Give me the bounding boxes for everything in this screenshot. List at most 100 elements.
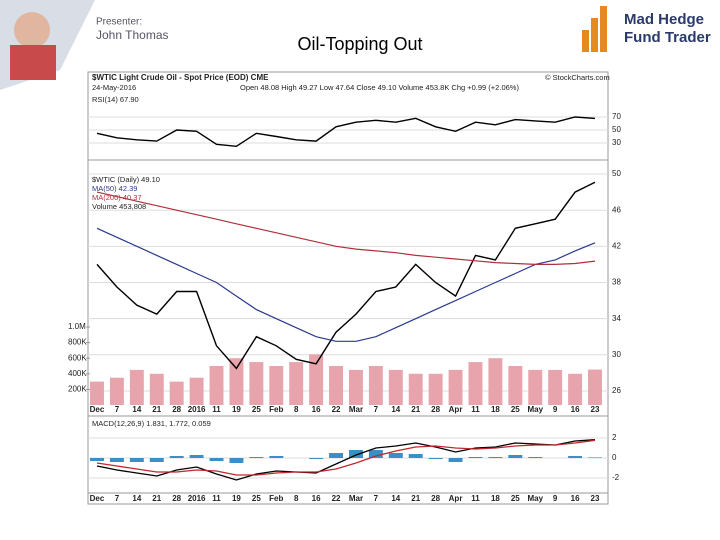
y-tick-label: 50 xyxy=(612,169,621,178)
x-tick-label: 2016 xyxy=(188,494,206,503)
x-tick-label: 14 xyxy=(132,494,141,503)
chart-date: 24-May-2016 xyxy=(92,83,136,92)
logo-bar xyxy=(582,30,589,52)
volume-bar xyxy=(229,358,244,405)
y-tick-label: 30 xyxy=(612,350,621,359)
presenter-photo xyxy=(14,12,50,48)
y2-tick-label: 200K xyxy=(68,385,87,394)
x-tick-label: 11 xyxy=(212,494,221,503)
x-tick-label: 7 xyxy=(374,494,379,503)
histogram-bar xyxy=(169,456,184,458)
volume-bar xyxy=(368,366,383,405)
y2-tick-label: 600K xyxy=(68,353,87,362)
volume-bar xyxy=(388,369,403,405)
histogram-bar xyxy=(408,454,423,458)
x-tick-label: Mar xyxy=(349,494,363,503)
x-tick-label: 19 xyxy=(232,494,241,503)
histogram-bar xyxy=(249,457,264,458)
x-tick-label: 8 xyxy=(294,405,299,414)
x-tick-label: 11 xyxy=(471,494,480,503)
volume-bar xyxy=(428,373,443,405)
volume-bar xyxy=(488,358,503,405)
x-tick-label: Dec xyxy=(90,405,105,414)
histogram-bar xyxy=(488,457,503,458)
y-tick-label: 26 xyxy=(612,386,621,395)
x-tick-label: May xyxy=(527,405,543,414)
chart-source: © StockCharts.com xyxy=(545,73,610,82)
x-tick-label: 28 xyxy=(431,494,440,503)
x-tick-label: Apr xyxy=(449,405,463,414)
ma200-label: MA(200) 40.37 xyxy=(92,193,142,202)
volume-bar xyxy=(329,366,344,405)
x-tick-label: Dec xyxy=(90,494,105,503)
x-tick-label: 21 xyxy=(152,405,161,414)
x-tick-label: 25 xyxy=(252,494,261,503)
histogram-bar xyxy=(568,456,583,458)
x-tick-label: 11 xyxy=(212,405,221,414)
y2-tick-label: 400K xyxy=(68,369,87,378)
presenter-label: Presenter: xyxy=(96,17,142,28)
x-tick-label: 8 xyxy=(294,494,299,503)
x-tick-label: 25 xyxy=(252,405,261,414)
x-tick-label: 21 xyxy=(411,494,420,503)
histogram-bar xyxy=(309,458,324,459)
histogram-bar xyxy=(149,458,164,462)
volume-bar xyxy=(90,381,104,405)
chart-quote: Open 48.08 High 49.27 Low 47.64 Close 49… xyxy=(240,83,519,92)
volume-bar xyxy=(269,366,284,405)
x-tick-label: 18 xyxy=(491,405,500,414)
price-label: $WTIC (Daily) 49.10 xyxy=(92,175,160,184)
series-line xyxy=(96,227,596,342)
y2-tick-label: 800K xyxy=(68,338,87,347)
logo-text: Fund Trader xyxy=(624,29,711,46)
x-tick-label: 28 xyxy=(172,494,181,503)
logo-bar xyxy=(591,18,598,52)
logo-text: Mad Hedge xyxy=(624,11,704,28)
volume-bar xyxy=(468,362,483,405)
y-tick-label: 34 xyxy=(612,314,621,323)
x-tick-label: 7 xyxy=(115,494,120,503)
histogram-bar xyxy=(528,457,543,458)
x-tick-label: Feb xyxy=(269,405,283,414)
histogram-bar xyxy=(209,458,224,461)
histogram-bar xyxy=(588,457,602,458)
x-tick-label: 28 xyxy=(172,405,181,414)
x-tick-label: 22 xyxy=(332,494,341,503)
x-tick-label: May xyxy=(527,494,543,503)
x-tick-label: 14 xyxy=(391,405,400,414)
histogram-bar xyxy=(229,458,244,463)
x-tick-label: 7 xyxy=(374,405,379,414)
x-tick-label: Mar xyxy=(349,405,363,414)
logo-bar xyxy=(600,6,607,52)
volume-bar xyxy=(568,373,583,405)
series-line xyxy=(96,181,596,370)
histogram-bar xyxy=(129,458,144,462)
x-tick-label: Apr xyxy=(449,494,463,503)
y-tick-label: 30 xyxy=(612,138,621,147)
x-tick-label: 9 xyxy=(553,405,558,414)
volume-bar xyxy=(588,369,602,405)
presenter-shirt xyxy=(10,45,56,80)
histogram-bar xyxy=(428,458,443,459)
x-tick-label: 14 xyxy=(132,405,141,414)
volume-bar xyxy=(348,369,363,405)
x-tick-label: 18 xyxy=(491,494,500,503)
x-tick-label: 19 xyxy=(232,405,241,414)
y-tick-label: 38 xyxy=(612,278,621,287)
x-tick-label: 14 xyxy=(391,494,400,503)
series-line xyxy=(96,439,596,476)
volume-bar xyxy=(169,381,184,405)
histogram-bar xyxy=(90,458,104,461)
x-tick-label: 16 xyxy=(312,494,321,503)
histogram-bar xyxy=(329,453,344,458)
slide-title: Oil-Topping Out xyxy=(297,34,422,54)
x-tick-label: 22 xyxy=(332,405,341,414)
y-tick-label: 42 xyxy=(612,241,621,250)
histogram-bar xyxy=(448,458,463,462)
macd-label: MACD(12,26,9) 1.831, 1.772, 0.059 xyxy=(92,419,211,428)
histogram-bar xyxy=(468,457,483,458)
y-tick-label: 2 xyxy=(612,433,617,442)
volume-bar xyxy=(209,366,224,405)
histogram-bar xyxy=(348,450,363,458)
